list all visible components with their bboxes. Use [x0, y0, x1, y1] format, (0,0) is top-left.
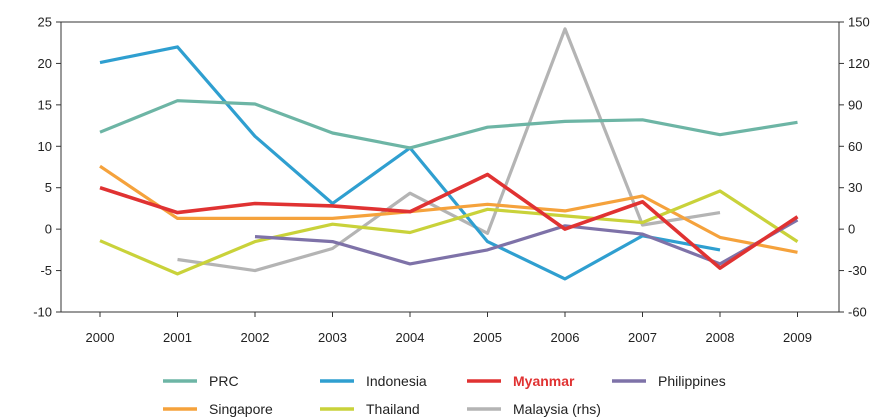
- y2-tick-label: 120: [848, 56, 870, 71]
- y-tick-label: 25: [38, 15, 52, 30]
- y2-tick-label: 60: [848, 139, 862, 154]
- legend-label-malaysia-rhs: Malaysia (rhs): [513, 401, 601, 417]
- y2-tick-label: 30: [848, 180, 862, 195]
- y2-tick-label: 150: [848, 15, 870, 30]
- x-tick-label: 2009: [783, 330, 812, 345]
- legend-label-myanmar: Myanmar: [513, 373, 575, 389]
- series-line-myanmar: [99, 172, 799, 270]
- series-line-prc: [99, 99, 798, 150]
- y-tick-label: -5: [40, 263, 52, 278]
- x-tick-label: 2001: [163, 330, 192, 345]
- y2-tick-label: -30: [848, 263, 867, 278]
- y-tick-label: 0: [45, 222, 52, 237]
- y-tick-label: 10: [38, 139, 52, 154]
- x-tick-label: 2005: [473, 330, 502, 345]
- legend-label-prc: PRC: [209, 373, 239, 389]
- x-tick-label: 2006: [551, 330, 580, 345]
- series-line-philippines: [254, 218, 799, 266]
- series-line-thailand: [99, 189, 799, 276]
- y-tick-label: 20: [38, 56, 52, 71]
- y-tick-label: 5: [45, 180, 52, 195]
- series-line-malaysia-rhs: [177, 27, 721, 273]
- x-tick-label: 2003: [318, 330, 347, 345]
- series-line-singapore: [99, 164, 798, 254]
- plot-area: [60, 21, 840, 313]
- series-line-indonesia: [99, 45, 721, 281]
- y2-tick-label: -60: [848, 305, 867, 320]
- legend: PRC Indonesia Myanmar Philippines Singapore T…: [163, 373, 726, 417]
- legend-label-thailand: Thailand: [366, 401, 420, 417]
- legend-label-singapore: Singapore: [209, 401, 273, 417]
- y2-tick-label: 90: [848, 97, 862, 112]
- axis-ticks: -10 -5 0 5 10 15 20 25 -60 -30 0 30 60 90 120 150 2000 20…: [33, 15, 870, 346]
- x-tick-label: 2002: [241, 330, 270, 345]
- y-tick-label: 15: [38, 97, 52, 112]
- x-tick-label: 2008: [706, 330, 735, 345]
- x-tick-label: 2000: [86, 330, 115, 345]
- y2-tick-label: 0: [848, 222, 855, 237]
- x-tick-label: 2004: [396, 330, 425, 345]
- legend-label-philippines: Philippines: [658, 373, 726, 389]
- y-tick-label: -10: [33, 305, 52, 320]
- x-tick-label: 2007: [628, 330, 657, 345]
- series-lines: [99, 27, 799, 281]
- legend-label-indonesia: Indonesia: [366, 373, 427, 389]
